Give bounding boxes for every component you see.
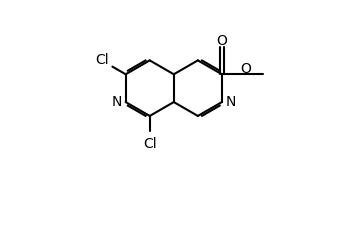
Text: O: O <box>216 34 227 48</box>
Text: N: N <box>111 95 122 109</box>
Text: O: O <box>240 62 251 76</box>
Text: Cl: Cl <box>95 53 108 68</box>
Text: N: N <box>226 95 236 109</box>
Text: Cl: Cl <box>143 137 157 151</box>
